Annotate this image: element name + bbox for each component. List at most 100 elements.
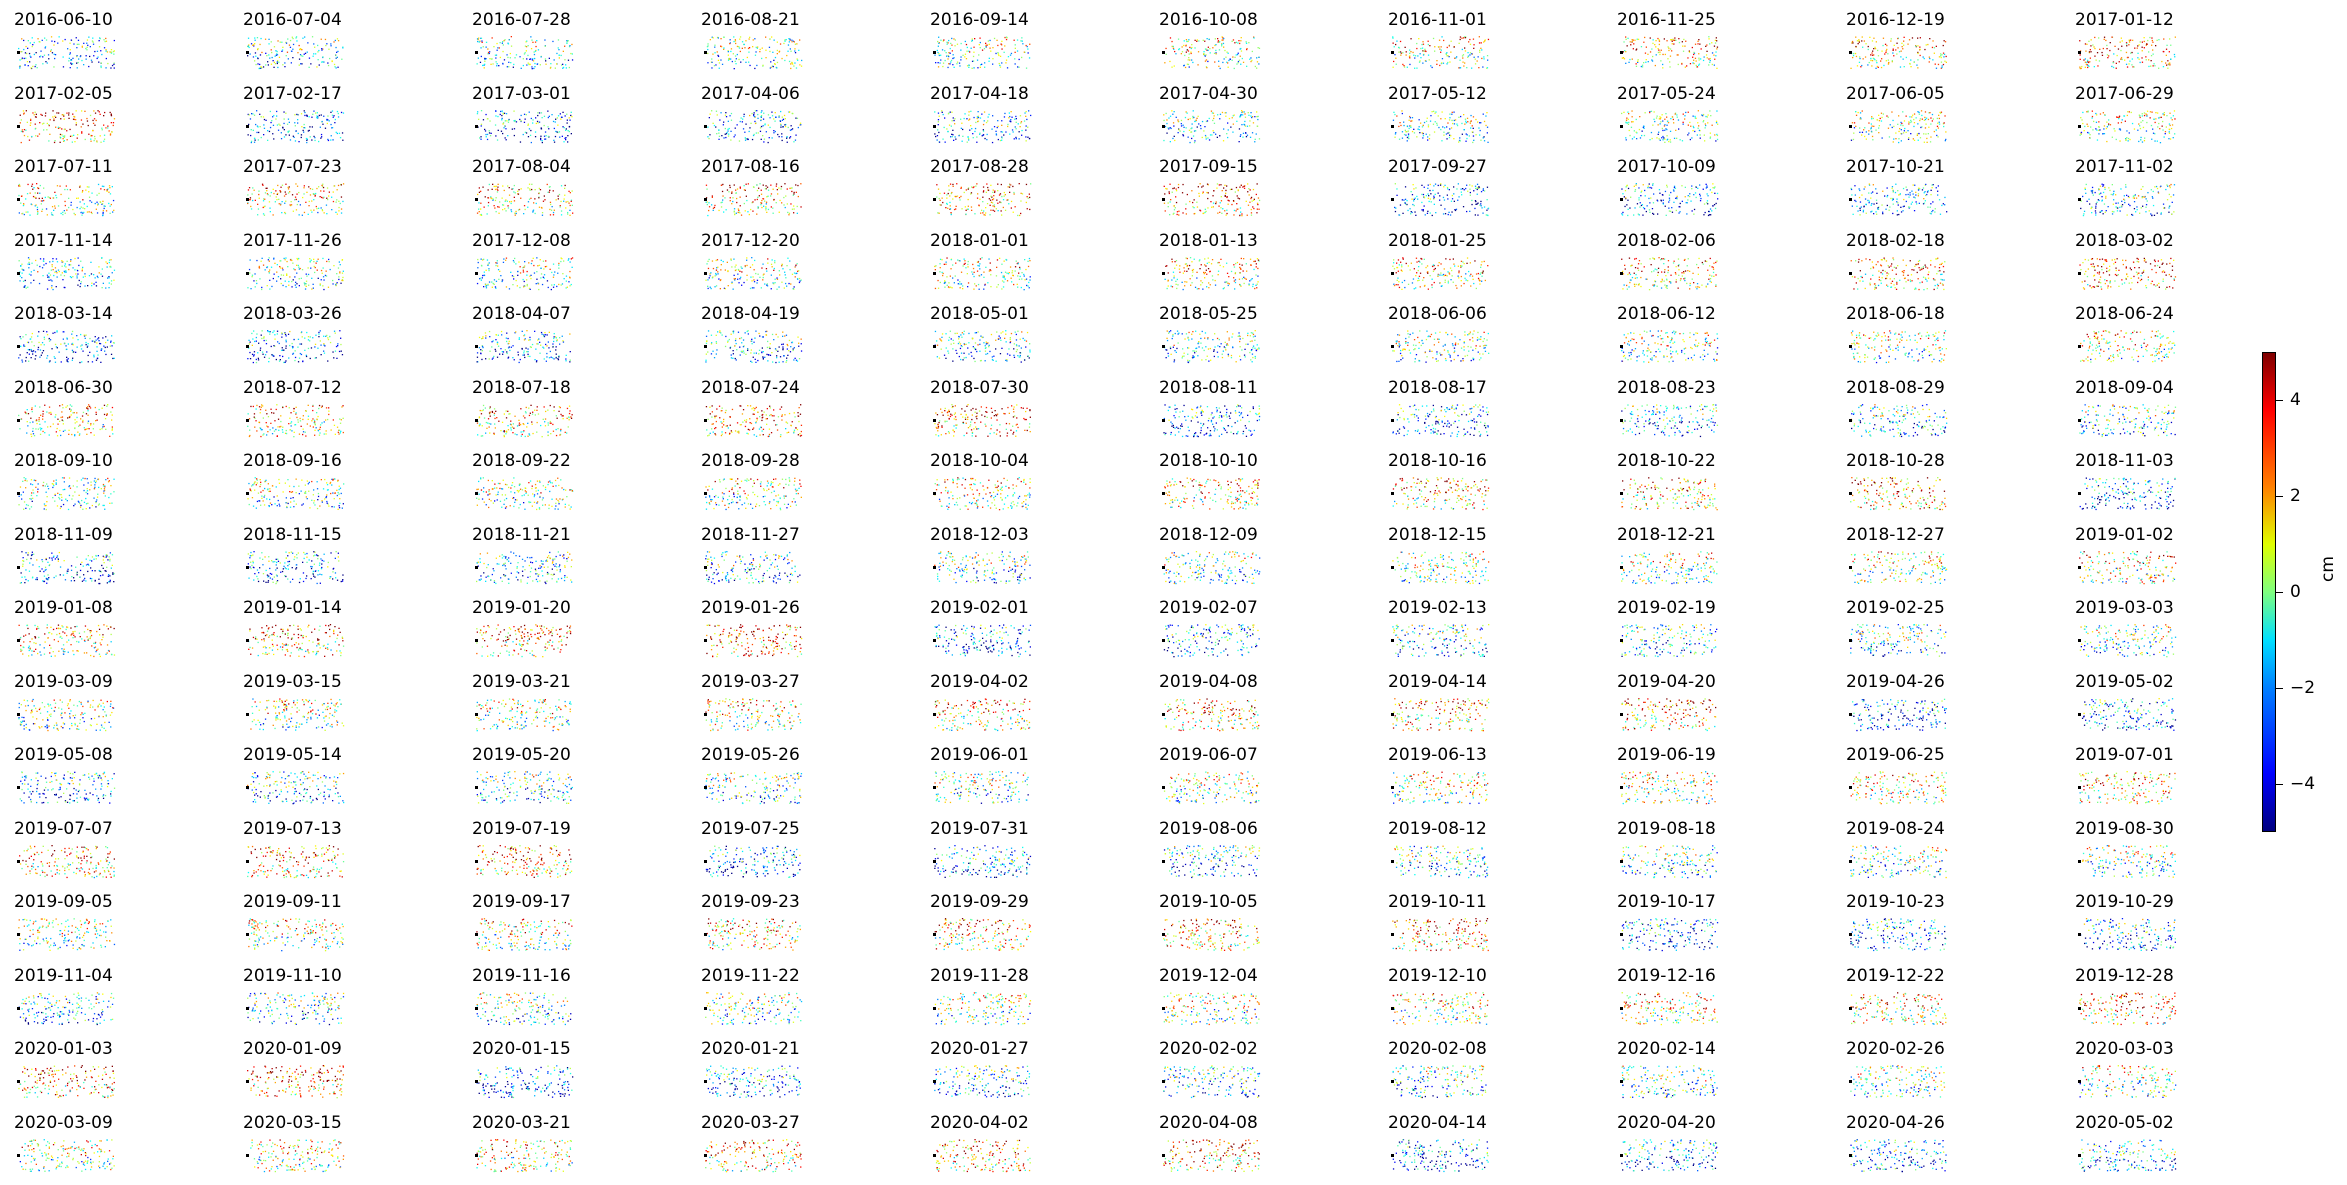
scatter-point xyxy=(1667,138,1669,140)
scatter-point xyxy=(1681,41,1683,43)
scatter-point xyxy=(1941,54,1943,56)
scatter-point xyxy=(1896,198,1898,200)
scatter-point xyxy=(1709,59,1711,62)
scatter-point xyxy=(936,49,938,52)
scatter-point xyxy=(946,197,948,199)
scatter-point xyxy=(1631,58,1633,60)
scatter-point xyxy=(508,66,510,68)
scatter-point xyxy=(1649,110,1651,112)
scatter-point xyxy=(1403,124,1405,126)
scatter-point xyxy=(1709,135,1712,138)
scatter-point xyxy=(283,122,285,124)
scatter-point xyxy=(1690,125,1692,127)
scatter-point xyxy=(2107,124,2110,126)
scatter-point xyxy=(1707,203,1709,205)
scatter-point xyxy=(1176,213,1178,216)
scatter-point xyxy=(1446,137,1448,139)
scatter-point xyxy=(756,198,758,201)
scatter-point xyxy=(964,206,966,208)
scatter-point xyxy=(1220,184,1222,186)
scatter-point xyxy=(99,134,101,136)
scatter-point xyxy=(1673,43,1675,45)
scatter-point xyxy=(1221,36,1223,38)
scatter-point xyxy=(113,39,115,42)
scatter-point xyxy=(1880,112,1883,114)
scatter-point xyxy=(565,207,567,209)
scatter-point xyxy=(955,138,957,140)
scatter-point xyxy=(1932,40,1934,42)
scatter-point xyxy=(480,213,482,216)
scatter-point xyxy=(2165,125,2167,128)
scatter-point xyxy=(1450,51,1452,53)
scatter-point xyxy=(2131,58,2133,60)
scatter-point xyxy=(1413,54,1415,56)
scatter-point xyxy=(1897,190,1899,192)
scatter-point xyxy=(566,119,568,121)
panel: 2017-04-18 xyxy=(916,74,1116,144)
scatter-point xyxy=(1658,131,1660,133)
scatter-point xyxy=(1861,64,1863,67)
scatter-point xyxy=(1693,194,1695,196)
scatter-point xyxy=(1667,46,1669,48)
scatter-point xyxy=(1173,135,1175,137)
scatter-point xyxy=(32,65,34,67)
reference-point xyxy=(1162,198,1165,201)
scatter-point xyxy=(1219,41,1221,43)
scatter-point xyxy=(1910,120,1913,122)
scatter-point xyxy=(748,51,750,53)
scatter-point xyxy=(1714,207,1717,210)
scatter-point xyxy=(937,123,939,125)
scatter-point xyxy=(1188,129,1191,131)
scatter-point xyxy=(335,67,337,69)
scatter-point xyxy=(1915,116,1917,118)
scatter-point xyxy=(1669,210,1672,212)
scatter-point xyxy=(1000,183,1002,186)
scatter-point xyxy=(1184,54,1186,57)
scatter-point xyxy=(253,44,255,46)
scatter-point xyxy=(950,213,952,216)
scatter-point xyxy=(1243,110,1245,113)
scatter-point xyxy=(336,110,339,112)
scatter-point xyxy=(1876,202,1878,204)
scatter-point xyxy=(979,37,981,39)
scatter-point xyxy=(297,113,299,115)
scatter-point xyxy=(773,131,775,133)
scatter-point xyxy=(1407,130,1409,132)
scatter-point xyxy=(1896,214,1898,216)
scatter-point xyxy=(63,139,65,141)
scatter-point xyxy=(1177,118,1179,121)
scatter-point xyxy=(560,185,563,187)
scatter-point xyxy=(794,50,796,52)
panel-title: 2017-08-16 xyxy=(701,157,800,177)
scatter-point xyxy=(272,60,274,62)
scatter-point xyxy=(939,62,941,64)
scatter-point xyxy=(780,110,782,112)
scatter-point xyxy=(934,110,936,113)
scatter-point xyxy=(729,186,731,189)
scatter-point xyxy=(1413,188,1415,190)
scatter-point xyxy=(1172,121,1175,123)
scatter-point xyxy=(541,139,543,141)
scatter-point xyxy=(965,58,968,60)
scatter-point xyxy=(493,205,495,207)
scatter-point xyxy=(2108,118,2110,121)
scatter-point xyxy=(2163,135,2165,138)
scatter-point xyxy=(1924,184,1926,186)
scatter-point xyxy=(104,40,106,43)
scatter-point xyxy=(2124,59,2126,61)
scatter-point xyxy=(1915,45,1917,47)
scatter-point xyxy=(502,50,504,53)
scatter-point xyxy=(1625,38,1627,40)
scatter-point xyxy=(1462,206,1465,208)
scatter-point xyxy=(37,210,39,213)
scatter-point xyxy=(1224,195,1226,197)
scatter-point xyxy=(1169,37,1172,39)
scatter-point xyxy=(993,206,996,208)
scatter-point xyxy=(1430,193,1432,195)
scatter-point xyxy=(525,113,527,115)
panel-scatter xyxy=(1391,183,1490,217)
scatter-point xyxy=(937,51,939,54)
scatter-point xyxy=(1917,139,1919,141)
scatter-point xyxy=(480,214,483,216)
scatter-point xyxy=(1219,211,1221,213)
